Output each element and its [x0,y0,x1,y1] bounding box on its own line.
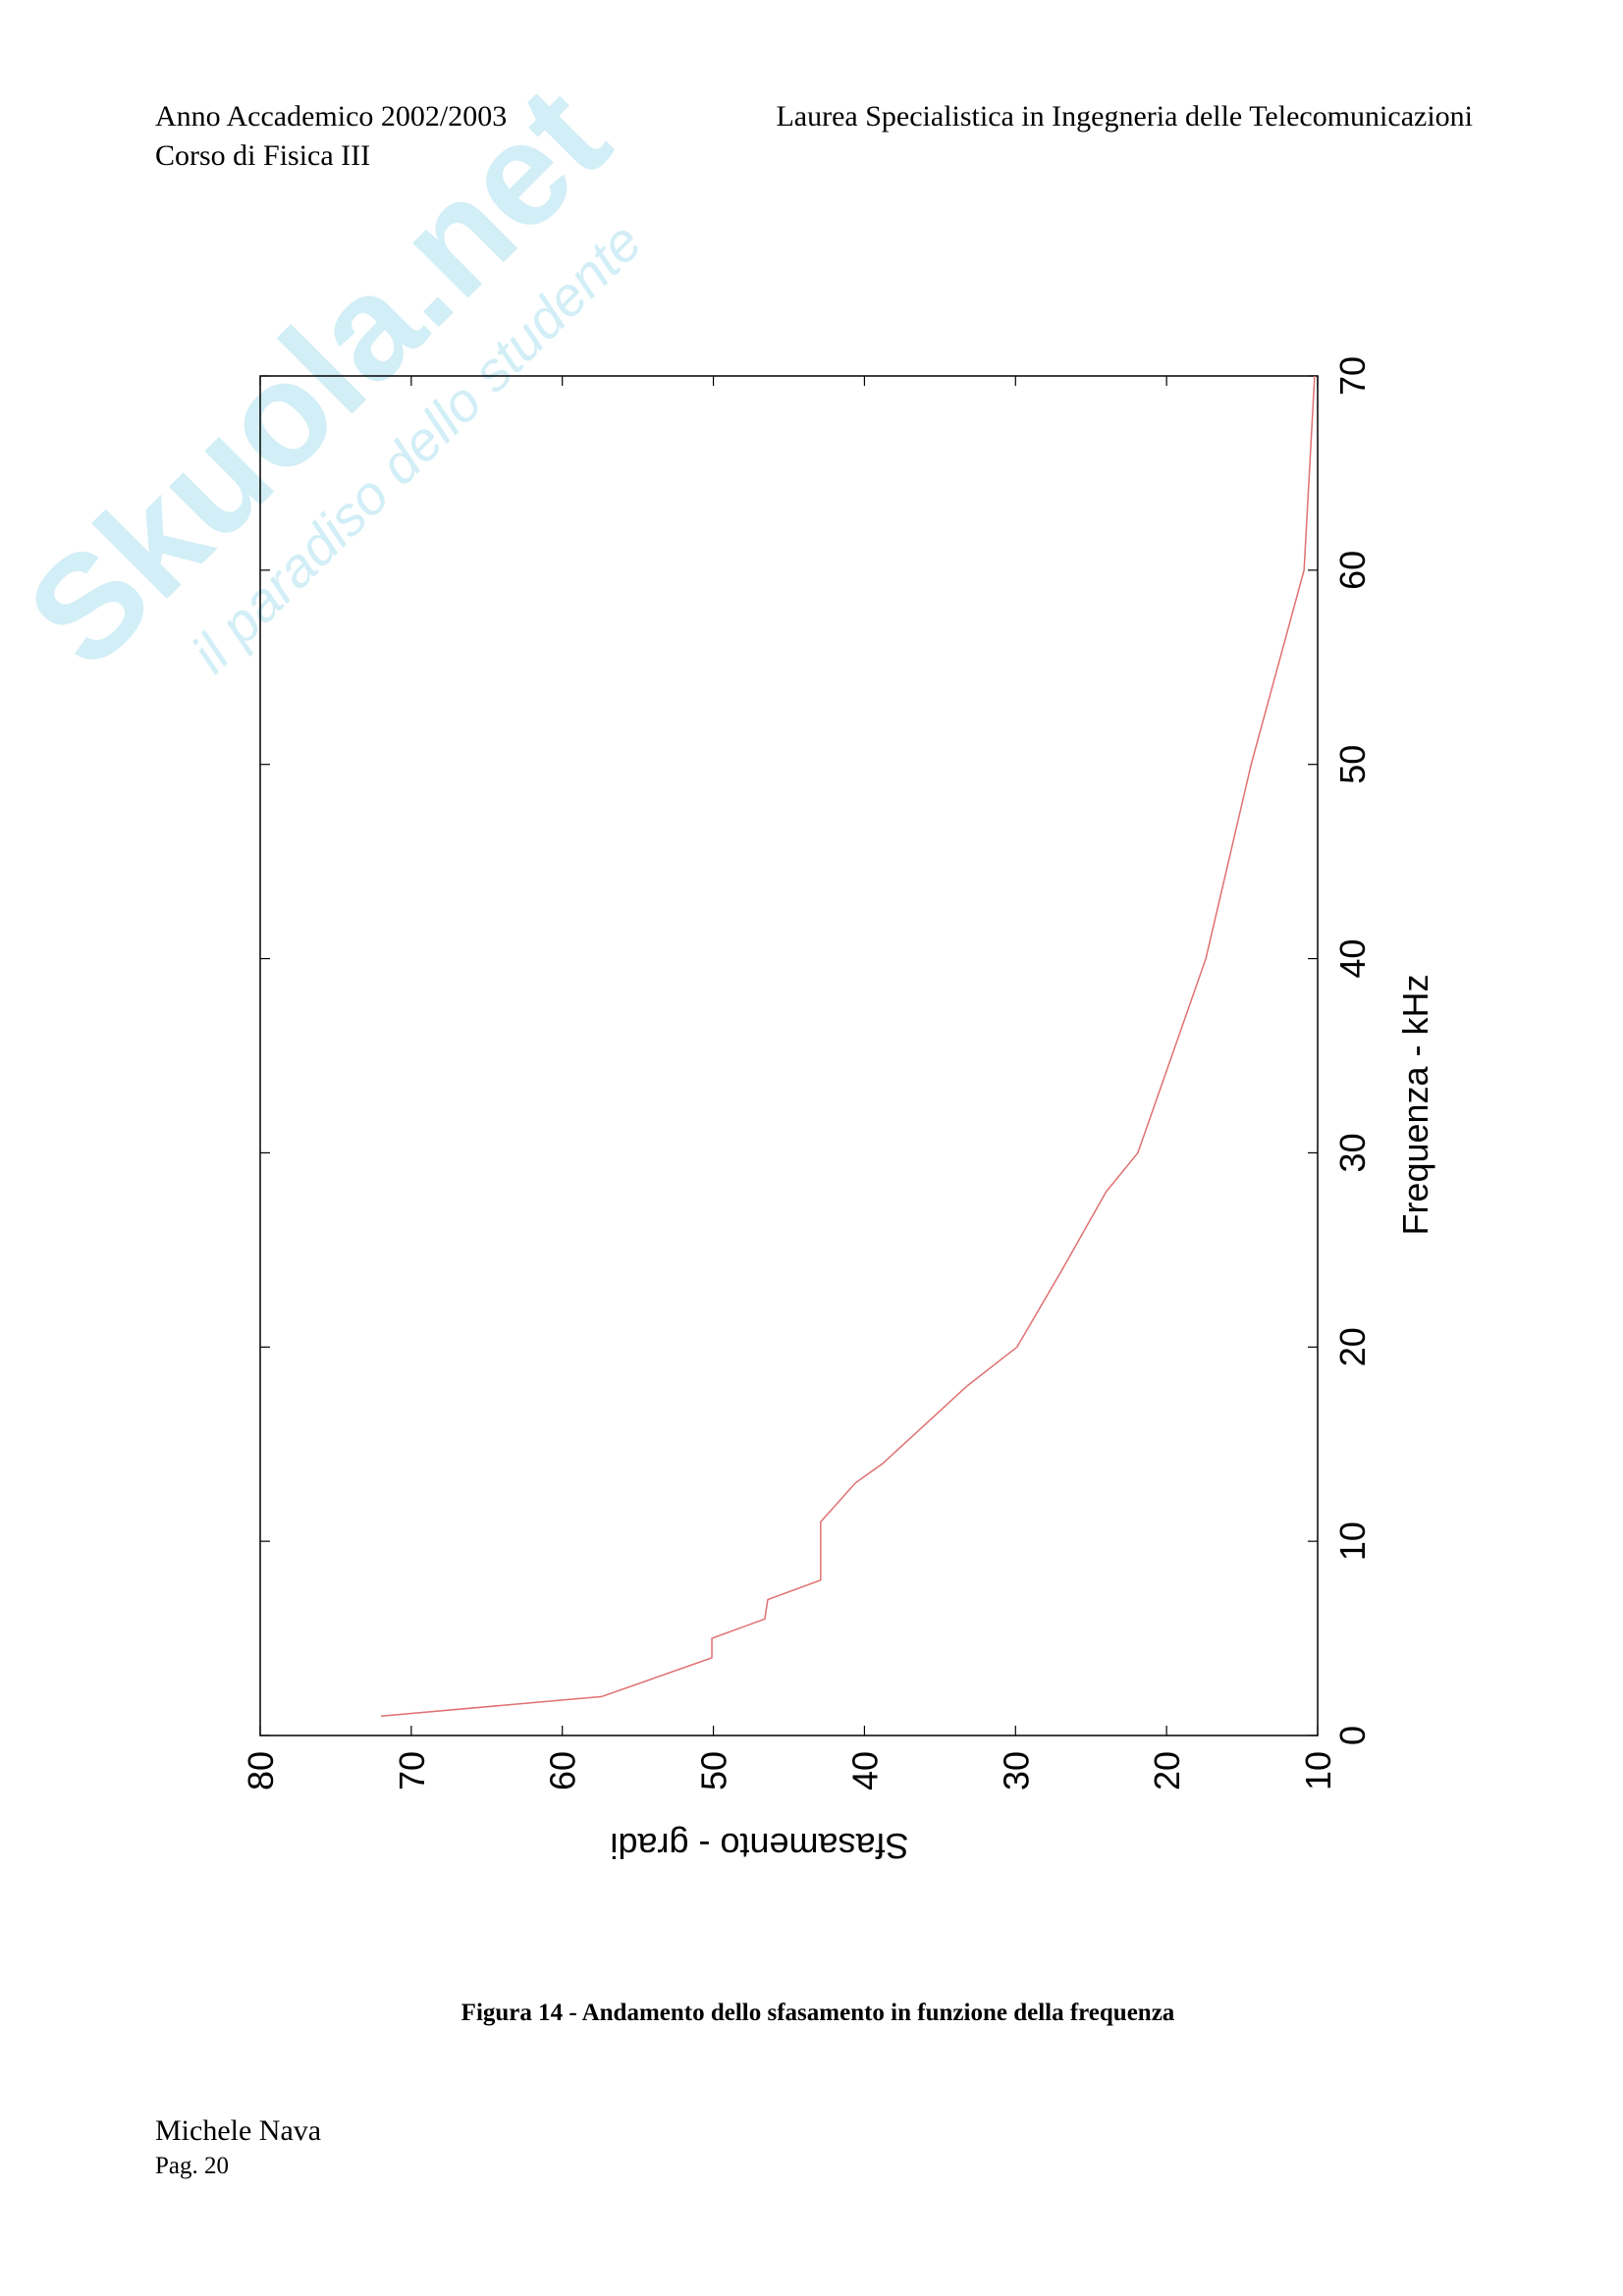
y-axis-label: Sfasamento - gradi [610,1826,908,1866]
x-axis-label: Frequenza - kHz [1395,974,1435,1235]
y-tick-label: 50 [694,1751,734,1790]
x-tick-label: 50 [1332,745,1373,784]
footer-author: Michele Nava [155,2114,321,2147]
y-tick-label: 20 [1147,1751,1187,1790]
x-tick-label: 20 [1332,1327,1373,1366]
caption: Figura 14 - Andamento dello sfasamento i… [461,2000,1175,2026]
x-tick-label: 30 [1332,1133,1373,1172]
x-tick-label: 40 [1332,939,1373,979]
y-tick-label: 40 [844,1751,885,1790]
plot-frame [259,375,1319,1736]
header-course: Corso di Fisica III [155,139,370,172]
data-line [381,375,1316,1717]
y-tick-label: 10 [1298,1751,1338,1790]
x-tick-label: 60 [1332,551,1373,590]
y-tick-label: 60 [543,1751,583,1790]
x-tick-label: 0 [1332,1726,1373,1745]
footer-page: Pag. 20 [155,2153,229,2179]
y-tick-label: 30 [996,1751,1036,1790]
y-tick-label: 80 [241,1751,281,1790]
header-year: Anno Accademico 2002/2003 [155,100,507,133]
x-tick-label: 10 [1332,1522,1373,1561]
y-tick-label: 70 [392,1751,432,1790]
header-degree: Laurea Specialistica in Ingegneria delle… [776,100,1473,133]
x-tick-label: 70 [1332,356,1373,396]
